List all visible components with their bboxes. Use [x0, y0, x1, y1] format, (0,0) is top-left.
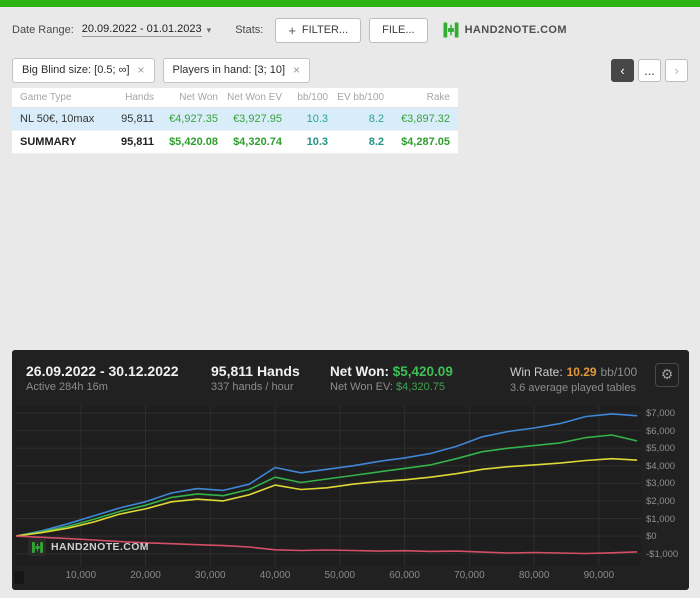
prev-page-button[interactable]: ‹: [611, 58, 634, 82]
y-axis-label: $5,000: [646, 443, 676, 455]
more-pages-button[interactable]: ...: [638, 58, 661, 82]
win-rate-block: Win Rate: 10.29 bb/100 3.6 average playe…: [510, 363, 637, 396]
filter-button[interactable]: + FILTER...: [275, 17, 362, 43]
graph-panel: 26.09.2022 - 30.12.2022 Active 284h 16m …: [12, 350, 689, 590]
column-header-net-won-ev[interactable]: Net Won EV: [227, 92, 282, 103]
net-won-ev-label: Net Won EV:: [330, 381, 393, 393]
filter-chip-players-in-hand[interactable]: Players in hand: [3; 10] ×: [162, 57, 311, 83]
y-axis-label: $1,000: [646, 513, 676, 525]
stats-label: Stats:: [235, 24, 264, 36]
hand2note-h-icon: [28, 538, 46, 556]
win-rate-value: 10.29: [566, 365, 597, 379]
cell-net-won: €4,927.35: [169, 113, 218, 125]
x-axis-label: 60,000: [389, 570, 420, 581]
cell-bb100: 10.3: [306, 113, 328, 125]
graph-watermark: HAND2NOTE.COM: [28, 538, 149, 556]
x-axis-label: 40,000: [259, 570, 291, 581]
x-axis-label: 90,000: [583, 570, 615, 581]
y-axis-label: -$1,000: [646, 548, 679, 560]
cell-rake: €3,897.32: [401, 113, 450, 125]
y-axis-label: $6,000: [646, 425, 676, 437]
header: Date Range: 20.09.2022 - 01.01.2023 ▾ St…: [0, 7, 700, 53]
x-axis-label: 20,000: [130, 570, 161, 581]
y-axis-label: $4,000: [646, 460, 676, 472]
plus-icon: +: [288, 22, 296, 38]
hand2note-logo: HAND2NOTE.COM: [442, 21, 567, 39]
x-axis-label: 50,000: [324, 570, 356, 581]
y-axis-label: $3,000: [646, 478, 676, 490]
file-button-label: FILE...: [382, 24, 415, 36]
table-header-row: Game Type Hands Net Won Net Won EV bb/10…: [12, 88, 458, 108]
net-won-value: $5,420.09: [392, 364, 453, 379]
remove-filter-icon[interactable]: ×: [137, 63, 145, 77]
filter-chip-big-blind[interactable]: Big Blind size: [0.5; ∞] ×: [12, 57, 155, 83]
red-line: [16, 535, 638, 555]
column-header-rake[interactable]: Rake: [426, 92, 450, 103]
cell-rake: $4,287.05: [401, 136, 450, 148]
chevron-down-icon: ▾: [206, 24, 212, 35]
y-axis-label: $2,000: [646, 495, 676, 507]
table-row[interactable]: NL 50€, 10max 95,811 €4,927.35 €3,927.95…: [12, 108, 458, 131]
graph-hands-block: 95,811 Hands 337 hands / hour: [211, 363, 300, 395]
scroll-corner: [14, 571, 24, 584]
filter-chips-row: Big Blind size: [0.5; ∞] × Players in ha…: [0, 55, 700, 85]
gear-icon: ⚙: [660, 367, 674, 383]
cell-ev-bb100: 8.2: [368, 113, 384, 125]
average-tables: 3.6 average played tables: [510, 382, 636, 394]
date-range-selector[interactable]: 20.09.2022 - 01.01.2023: [81, 23, 202, 37]
column-header-game-type[interactable]: Game Type: [20, 92, 72, 103]
blue-line: [16, 413, 638, 537]
column-header-net-won[interactable]: Net Won: [179, 92, 218, 103]
x-axis-label: 80,000: [518, 570, 550, 581]
cell-hands: 95,811: [120, 136, 154, 148]
column-header-hands[interactable]: Hands: [125, 92, 154, 103]
x-axis-label: 30,000: [195, 570, 226, 581]
logo-text: HAND2NOTE.COM: [464, 24, 567, 36]
file-button[interactable]: FILE...: [369, 17, 428, 43]
chip-label: Big Blind size: [0.5; ∞]: [22, 64, 130, 76]
cell-net-won-ev: $4,320.74: [233, 136, 282, 148]
win-rate-label: Win Rate:: [510, 365, 563, 379]
watermark-text: HAND2NOTE.COM: [51, 541, 149, 553]
net-won-block: Net Won: $5,420.09 Net Won EV: $4,320.75: [330, 363, 453, 395]
active-time: Active 284h 16m: [26, 381, 108, 393]
yellow-line: [16, 457, 638, 537]
filter-button-label: FILTER...: [301, 24, 349, 36]
pager: ‹ ... ›: [611, 58, 688, 82]
hands-per-hour: 337 hands / hour: [211, 381, 294, 393]
winnings-graph: [16, 406, 641, 566]
win-rate-unit: bb/100: [600, 365, 638, 379]
hand2note-h-icon: [443, 22, 459, 38]
cell-game-type: SUMMARY: [20, 136, 77, 148]
graph-date-range: 26.09.2022 - 30.12.2022: [26, 363, 179, 379]
cell-game-type: NL 50€, 10max: [20, 113, 95, 125]
results-table: Game Type Hands Net Won Net Won EV bb/10…: [12, 88, 458, 154]
remove-filter-icon[interactable]: ×: [293, 63, 301, 77]
y-axis-label: $7,000: [646, 408, 676, 420]
date-range-label: Date Range:: [12, 24, 74, 36]
cell-bb100: 10.3: [306, 136, 328, 148]
table-row-summary[interactable]: SUMMARY 95,811 $5,420.08 $4,320.74 10.3 …: [12, 131, 458, 154]
graph-date-range-block: 26.09.2022 - 30.12.2022 Active 284h 16m: [26, 363, 179, 395]
x-axis-label: 70,000: [454, 570, 485, 581]
column-header-bb100[interactable]: bb/100: [297, 92, 328, 103]
column-header-ev-bb100[interactable]: EV bb/100: [337, 92, 384, 103]
green-line: [16, 434, 638, 537]
net-won-label: Net Won:: [330, 364, 389, 379]
net-won-ev-value: $4,320.75: [396, 381, 445, 393]
hands-count: 95,811 Hands: [211, 363, 300, 379]
chip-label: Players in hand: [3; 10]: [172, 64, 286, 76]
y-axis-label: $0: [646, 531, 657, 543]
x-axis-label: 10,000: [65, 570, 97, 581]
cell-hands: 95,811: [121, 113, 154, 125]
cell-net-won: $5,420.08: [169, 136, 218, 148]
cell-ev-bb100: 8.2: [368, 136, 384, 148]
graph-settings-button[interactable]: ⚙: [655, 363, 679, 387]
cell-net-won-ev: €3,927.95: [233, 113, 282, 125]
next-page-button[interactable]: ›: [665, 58, 688, 82]
top-accent-bar: [0, 0, 700, 7]
